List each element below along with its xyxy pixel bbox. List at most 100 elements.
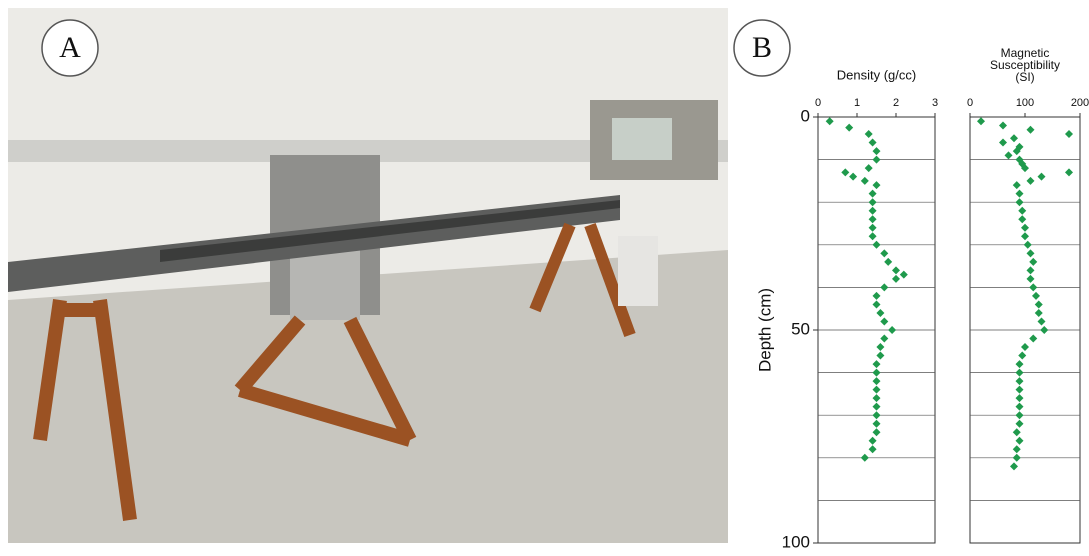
point <box>869 190 877 198</box>
point <box>873 360 881 368</box>
point <box>1016 198 1024 206</box>
point <box>865 164 873 172</box>
chart-title: (SI) <box>1015 70 1034 84</box>
point <box>826 117 834 125</box>
point <box>869 437 877 445</box>
point <box>1021 343 1029 351</box>
point <box>873 386 881 394</box>
point <box>873 420 881 428</box>
point <box>876 352 884 360</box>
point <box>1010 462 1018 470</box>
point <box>1016 437 1024 445</box>
point <box>1029 258 1037 266</box>
point <box>999 122 1007 130</box>
point <box>873 411 881 419</box>
x-tick-label: 1 <box>854 97 860 109</box>
y-tick-label: 50 <box>791 319 810 338</box>
point <box>1016 420 1024 428</box>
point <box>873 292 881 300</box>
y-axis-label: Depth (cm) <box>755 288 774 372</box>
photo: A <box>8 8 728 543</box>
point <box>869 215 877 223</box>
point <box>1016 394 1024 402</box>
point <box>1016 411 1024 419</box>
point <box>1013 454 1021 462</box>
point <box>1035 300 1043 308</box>
point <box>849 173 857 181</box>
point <box>869 232 877 240</box>
point <box>884 258 892 266</box>
point <box>869 445 877 453</box>
point <box>999 139 1007 147</box>
point <box>1016 386 1024 394</box>
point <box>873 369 881 377</box>
point <box>873 403 881 411</box>
point <box>869 224 877 232</box>
point <box>1005 151 1013 159</box>
point <box>873 394 881 402</box>
point <box>1018 215 1026 223</box>
point <box>1029 335 1037 343</box>
point <box>892 275 900 283</box>
point <box>1010 134 1018 142</box>
point <box>1027 126 1035 134</box>
x-tick-label: 3 <box>932 97 938 109</box>
point <box>1065 130 1073 138</box>
chart-title: Density (g/cc) <box>837 67 916 82</box>
point <box>869 139 877 147</box>
point <box>876 309 884 317</box>
point <box>1065 168 1073 176</box>
point <box>1016 403 1024 411</box>
point <box>873 156 881 164</box>
point <box>873 241 881 249</box>
point <box>1018 207 1026 215</box>
point <box>1029 283 1037 291</box>
panel-label: B <box>752 31 772 64</box>
point <box>888 326 896 334</box>
point <box>1021 224 1029 232</box>
point <box>861 454 869 462</box>
point <box>1024 241 1032 249</box>
point <box>1027 266 1035 274</box>
point <box>861 177 869 185</box>
point <box>873 147 881 155</box>
point <box>1038 173 1046 181</box>
point <box>1016 190 1024 198</box>
point <box>873 428 881 436</box>
point <box>1027 275 1035 283</box>
point <box>869 207 877 215</box>
x-tick-label: 0 <box>815 97 821 109</box>
point <box>1027 249 1035 257</box>
x-tick-label: 100 <box>1016 97 1034 109</box>
point <box>880 249 888 257</box>
point <box>1016 360 1024 368</box>
point <box>1013 181 1021 189</box>
point <box>1018 352 1026 360</box>
y-tick-label: 100 <box>782 532 810 551</box>
point <box>1027 177 1035 185</box>
figure: A B 0123Density (g/cc)050100Depth (cm)01… <box>0 0 1089 551</box>
point <box>1038 317 1046 325</box>
point <box>900 271 908 279</box>
point <box>880 335 888 343</box>
point <box>1032 292 1040 300</box>
point <box>869 198 877 206</box>
point <box>873 181 881 189</box>
x-tick-label: 2 <box>893 97 899 109</box>
point <box>876 343 884 351</box>
point <box>977 117 985 125</box>
point <box>1040 326 1048 334</box>
point <box>880 283 888 291</box>
point <box>1013 445 1021 453</box>
point <box>845 124 853 132</box>
y-tick-label: 0 <box>801 106 810 125</box>
point <box>880 317 888 325</box>
point <box>841 168 849 176</box>
point <box>892 266 900 274</box>
point <box>873 300 881 308</box>
point <box>1016 369 1024 377</box>
point <box>1016 377 1024 385</box>
x-tick-label: 200 <box>1071 97 1089 109</box>
point <box>865 130 873 138</box>
point <box>873 377 881 385</box>
